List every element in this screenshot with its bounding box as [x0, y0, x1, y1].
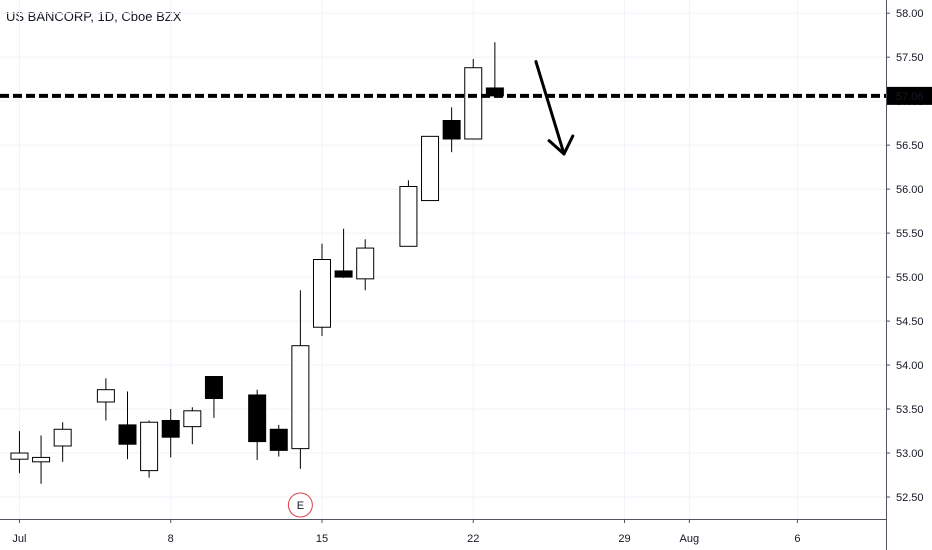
candle-body	[334, 270, 353, 278]
candle	[291, 290, 310, 469]
x-tick-label: 15	[316, 533, 328, 545]
candle	[269, 424, 288, 457]
y-tick-label: 54.00	[896, 360, 924, 372]
candle-body	[291, 345, 310, 450]
candle-body	[442, 120, 461, 140]
candle	[248, 389, 267, 461]
candle-body	[32, 456, 51, 463]
candle-body	[464, 67, 483, 140]
arrow-shaft	[534, 60, 566, 156]
candle-body	[204, 375, 223, 399]
y-tick-label: 56.00	[896, 184, 924, 196]
candle	[421, 135, 440, 202]
y-tick-label: 54.50	[896, 316, 924, 328]
y-tick-label: 58.00	[896, 8, 924, 20]
arrow-head	[562, 134, 575, 156]
candle	[53, 422, 72, 462]
candle-body	[96, 389, 115, 403]
candle	[140, 420, 159, 478]
candle	[96, 378, 115, 421]
candle-body	[421, 135, 440, 202]
candle-body	[10, 452, 29, 460]
earnings-circle	[287, 492, 313, 518]
candle	[161, 409, 180, 458]
price-label: 57.06	[887, 86, 932, 105]
x-tick-label: 22	[467, 533, 479, 545]
y-tick-label: 53.00	[896, 448, 924, 460]
candle	[399, 180, 418, 247]
candle-body	[399, 185, 418, 247]
y-tick-label: 55.00	[896, 272, 924, 284]
y-tick-label: 56.50	[896, 140, 924, 152]
candle-body	[356, 247, 375, 280]
candle	[183, 407, 202, 445]
x-tick-label: 8	[168, 533, 174, 545]
candle	[312, 243, 331, 337]
earnings-label: E	[297, 500, 304, 512]
candle-body	[269, 428, 288, 451]
price-label-bg	[887, 86, 932, 105]
candle	[10, 431, 29, 474]
x-tick-label: Jul	[12, 533, 26, 545]
candle-body	[183, 410, 202, 428]
annotations: E	[0, 60, 886, 518]
candle-body	[248, 394, 267, 443]
y-tick-label: 55.50	[896, 228, 924, 240]
y-tick-label: 52.50	[896, 492, 924, 504]
x-tick-label: Aug	[680, 533, 700, 545]
candle-body	[118, 424, 137, 445]
price-label-text: 57.06	[896, 91, 924, 103]
candle	[118, 391, 137, 460]
y-tick-label: 53.50	[896, 404, 924, 416]
x-tick-label: 6	[794, 533, 800, 545]
grid	[0, 0, 886, 519]
candle-body	[312, 259, 331, 328]
candle	[485, 42, 504, 97]
candles	[10, 42, 504, 484]
candle	[334, 228, 353, 278]
candle-body	[53, 428, 72, 447]
arrow-head	[547, 139, 566, 156]
candle	[442, 107, 461, 153]
candle-body	[161, 419, 180, 438]
candle	[464, 58, 483, 140]
candle	[32, 435, 51, 484]
candle	[356, 239, 375, 291]
candle-body	[140, 421, 159, 472]
x-tick-label: 29	[618, 533, 630, 545]
y-tick-label: 57.50	[896, 52, 924, 64]
candle	[204, 375, 223, 418]
down-arrow	[534, 60, 575, 156]
earnings-marker: E	[287, 492, 313, 518]
